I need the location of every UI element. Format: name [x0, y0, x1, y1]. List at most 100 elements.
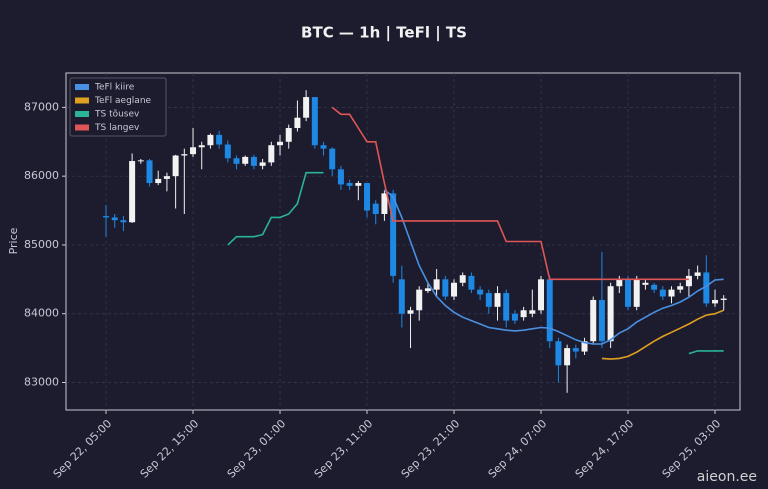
series-line — [331, 106, 689, 281]
x-tick-label: Sep 24, 07:00 — [486, 417, 550, 481]
candle-body — [625, 279, 632, 307]
candle-body — [485, 293, 492, 307]
candle-body — [555, 341, 562, 366]
candle-body — [346, 183, 353, 186]
series-line — [383, 189, 724, 345]
candle-body — [129, 161, 136, 223]
candle-body — [416, 289, 423, 311]
legend-label: TS tõusev — [94, 110, 140, 120]
candle-body — [311, 97, 318, 146]
candle-body — [329, 148, 336, 170]
candle-body — [720, 298, 727, 300]
candle-body — [451, 282, 458, 297]
candle-body — [546, 279, 553, 342]
x-tick-label: Sep 22, 05:00 — [51, 417, 115, 481]
candle-body — [242, 156, 249, 164]
candle-body — [642, 282, 649, 285]
candle-body — [581, 341, 588, 352]
x-tick-label: Sep 23, 01:00 — [225, 417, 289, 481]
candle-body — [459, 275, 466, 283]
candle-body — [364, 183, 371, 211]
legend-label: TeFl aeglane — [94, 96, 152, 106]
candle-body — [520, 310, 527, 318]
candle-body — [468, 275, 475, 290]
watermark: aieon.ee — [697, 469, 757, 485]
candle-body — [303, 97, 310, 118]
y-tick-label: 83000 — [24, 375, 59, 388]
candle-body — [111, 217, 118, 221]
candle-body — [433, 279, 440, 290]
candle-body — [224, 144, 231, 159]
candle-body — [477, 289, 484, 295]
candle-body — [633, 279, 640, 307]
x-tick-label: Sep 22, 15:00 — [138, 417, 202, 481]
candle-body — [538, 279, 545, 311]
candle-body — [277, 141, 284, 146]
candle-body — [163, 176, 170, 179]
candle-body — [668, 289, 675, 297]
chart-title: BTC — 1h | TeFl | TS — [301, 24, 467, 43]
candle-body — [503, 293, 510, 321]
candle-body — [494, 293, 501, 307]
candle-body — [372, 203, 379, 214]
candle-body — [233, 158, 240, 164]
candle-body — [381, 193, 388, 214]
candle-body — [442, 279, 449, 297]
candle-body — [146, 160, 153, 184]
y-tick-label: 87000 — [24, 100, 59, 113]
legend-swatch — [75, 84, 89, 90]
candle-body — [572, 348, 579, 352]
candle-body — [529, 310, 536, 314]
candle-body — [155, 178, 162, 184]
candle-body — [590, 299, 597, 342]
candle-body — [355, 183, 362, 186]
candle-body — [198, 145, 205, 148]
series-line — [227, 171, 724, 355]
candle-body — [712, 299, 719, 304]
candle-body — [216, 134, 223, 145]
legend-label: TS langev — [94, 123, 140, 133]
candle-body — [398, 279, 405, 314]
candle-body — [103, 216, 110, 218]
x-tick-label: Sep 23, 21:00 — [399, 417, 463, 481]
plot-area — [65, 72, 741, 411]
candle-body — [250, 156, 257, 166]
candle-body — [320, 145, 327, 149]
y-tick-label: 85000 — [24, 238, 59, 251]
candle-body — [511, 313, 518, 321]
candle-body — [190, 147, 197, 155]
candle-body — [694, 272, 701, 276]
candle-body — [181, 154, 188, 156]
candle-body — [285, 128, 292, 142]
y-tick-label: 84000 — [24, 307, 59, 320]
legend-swatch — [75, 124, 89, 131]
series-line — [601, 309, 724, 360]
candle-body — [390, 193, 397, 276]
legend-swatch — [75, 97, 89, 104]
candle-body — [651, 284, 658, 290]
legend-label: TeFl kiire — [94, 83, 135, 93]
candle-body — [137, 160, 144, 162]
candle-body — [598, 299, 605, 342]
candle-body — [337, 169, 344, 185]
candle-body — [564, 348, 571, 366]
legend-box — [69, 77, 167, 137]
candle-body — [407, 310, 414, 314]
candle-body — [120, 220, 127, 223]
candle-body — [172, 155, 179, 177]
y-axis-label: Price — [7, 227, 20, 254]
candle-body — [424, 288, 431, 292]
candle-body — [677, 286, 684, 290]
candle-body — [294, 117, 301, 129]
candle-body — [616, 279, 623, 287]
legend-swatch — [75, 111, 89, 117]
candle-body — [259, 162, 266, 166]
candle-body — [607, 286, 614, 342]
y-tick-label: 86000 — [24, 169, 59, 182]
candle-body — [703, 272, 710, 304]
x-tick-label: Sep 24, 17:00 — [573, 417, 637, 481]
candle-body — [685, 275, 692, 287]
candle-body — [207, 134, 214, 146]
candle-body — [268, 145, 275, 163]
